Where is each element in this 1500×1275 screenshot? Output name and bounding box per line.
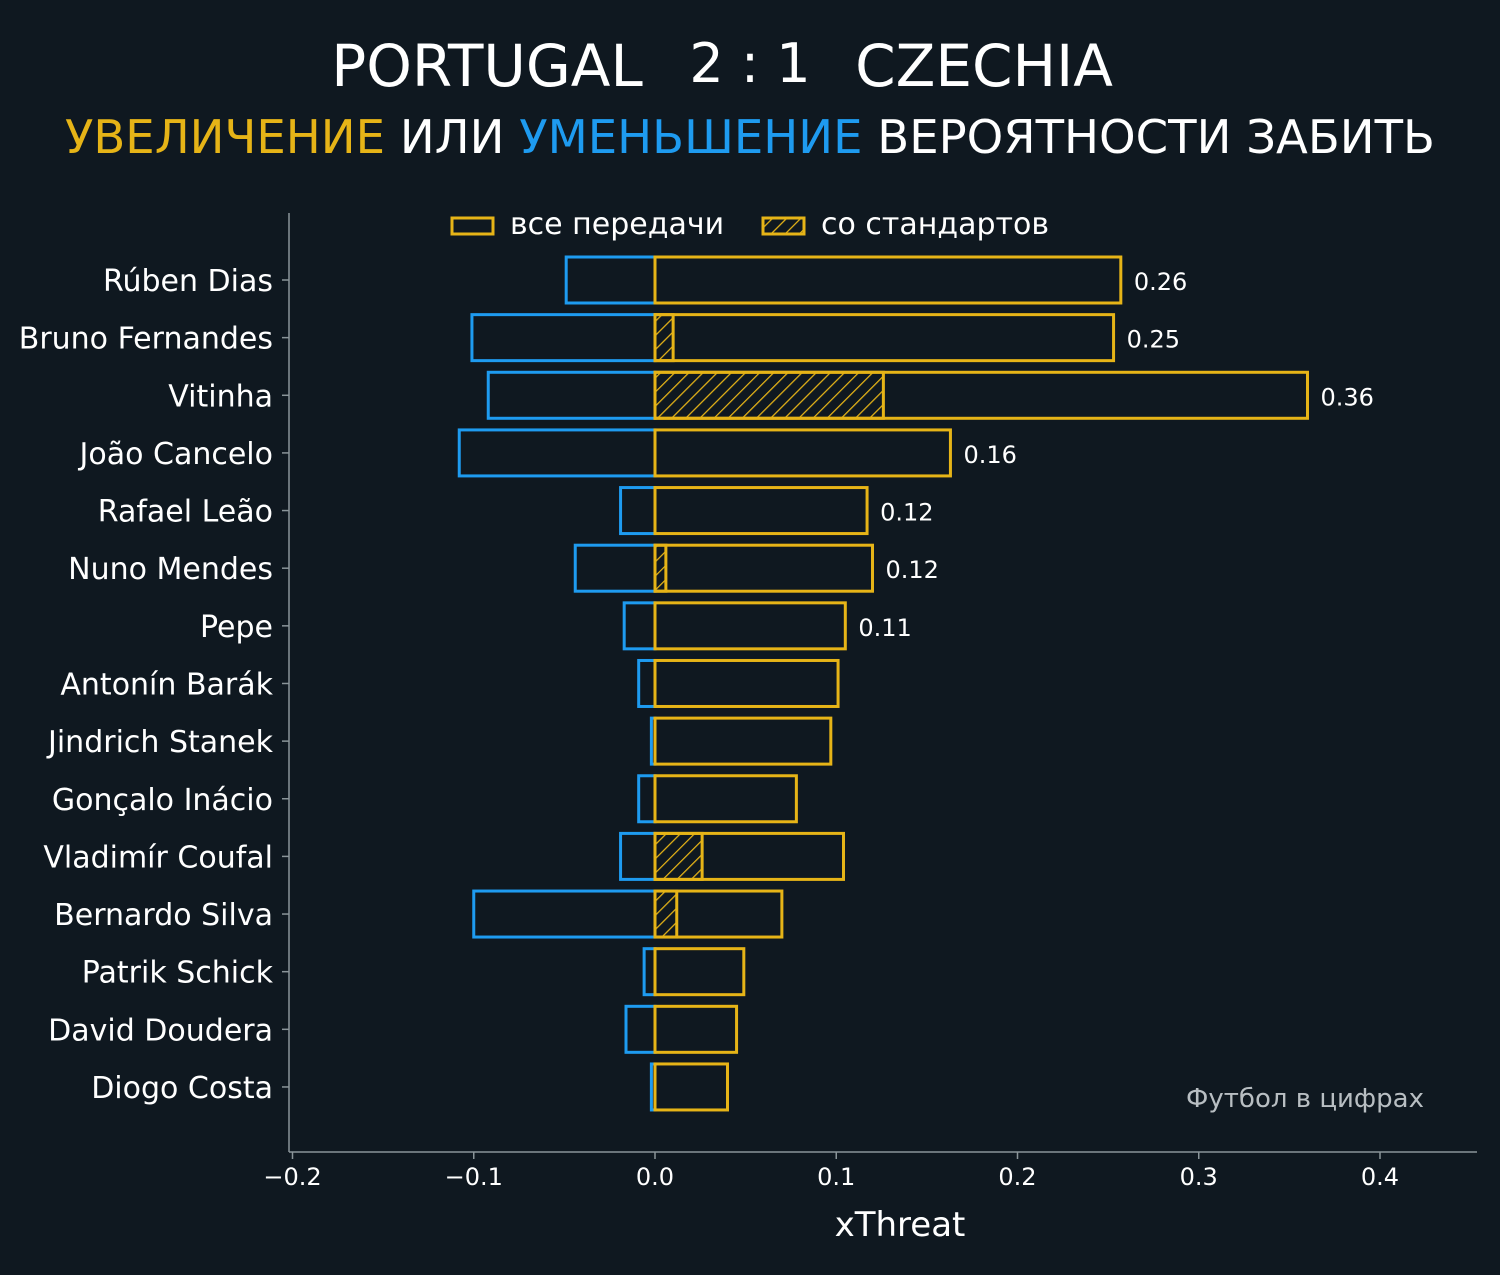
data-label: 0.16: [963, 441, 1016, 469]
bar-set-pieces: [653, 889, 679, 939]
bar-all-passes: [653, 601, 847, 651]
bar-all-passes: [653, 658, 840, 708]
bar-set-pieces: [653, 313, 675, 363]
data-label: 0.25: [1127, 326, 1180, 354]
x-axis-label: xThreat: [835, 1205, 966, 1245]
data-label: 0.36: [1321, 383, 1374, 411]
y-tick-label: Antonín Barák: [60, 667, 273, 702]
bar-all-passes: [653, 1004, 739, 1054]
y-tick-label: Diogo Costa: [91, 1071, 273, 1106]
y-tick-label: Nuno Mendes: [68, 552, 273, 587]
subtitle-or: ИЛИ: [400, 110, 505, 164]
y-tick-label: Jindrich Stanek: [46, 725, 274, 760]
data-label: 0.11: [858, 614, 911, 642]
bar-all-passes: [653, 370, 1309, 420]
x-tick-label: 0.3: [1180, 1163, 1218, 1191]
data-label: 0.12: [886, 556, 939, 584]
x-tick-label: −0.2: [263, 1163, 321, 1191]
legend-set-pieces: со стандартов: [821, 207, 1049, 242]
bar-all-passes: [653, 889, 784, 939]
bar-all-passes: [653, 716, 833, 766]
y-tick-label: Vladimír Coufal: [43, 840, 273, 875]
y-tick-label: Bernardo Silva: [54, 898, 273, 933]
subtitle-increase: УВЕЛИЧЕНИЕ: [65, 110, 385, 164]
bar-all-passes: [653, 486, 869, 536]
y-tick-label: Vitinha: [168, 379, 273, 414]
legend-all-passes-swatch: [450, 216, 495, 236]
y-tick-label: Bruno Fernandes: [19, 322, 273, 357]
title-away: CZECHIA: [855, 32, 1113, 100]
bar-all-passes: [653, 428, 952, 478]
y-tick-label: João Cancelo: [78, 437, 273, 472]
y-tick-label: David Doudera: [48, 1013, 273, 1048]
subtitle-rest: ВЕРОЯТНОСТИ ЗАБИТЬ: [877, 110, 1435, 164]
bar-set-pieces: [653, 543, 668, 593]
x-tick-label: 0.4: [1361, 1163, 1399, 1191]
y-tick-label: Rafael Leão: [98, 495, 273, 530]
bar-all-passes: [653, 313, 1116, 363]
y-tick-label: Rúben Dias: [103, 264, 273, 299]
subtitle: УВЕЛИЧЕНИЕ ИЛИ УМЕНЬШЕНИЕ ВЕРОЯТНОСТИ ЗА…: [65, 110, 1435, 164]
title-home: PORTUGAL: [331, 32, 643, 100]
bar-all-passes: [653, 255, 1123, 305]
bar-all-passes: [653, 947, 746, 997]
x-tick-label: −0.1: [445, 1163, 503, 1191]
data-label: 0.12: [880, 499, 933, 527]
bar-all-passes: [653, 1062, 729, 1112]
data-label: 0.26: [1134, 268, 1187, 296]
title-score: 2 : 1: [689, 32, 810, 95]
bar-all-passes: [653, 831, 845, 881]
legend-all-passes: все передачи: [510, 207, 724, 242]
subtitle-decrease: УМЕНЬШЕНИЕ: [519, 110, 862, 164]
bar-all-passes: [653, 774, 798, 824]
x-tick-label: 0.2: [998, 1163, 1036, 1191]
x-tick-label: 0.0: [636, 1163, 674, 1191]
y-tick-label: Gonçalo Inácio: [52, 783, 273, 818]
legend-set-pieces-swatch: [761, 216, 806, 236]
x-tick-label: 0.1: [817, 1163, 855, 1191]
bar-set-pieces: [653, 370, 885, 420]
bar-all-passes: [653, 543, 874, 593]
bar-set-pieces: [653, 831, 704, 881]
y-tick-label: Patrik Schick: [82, 956, 274, 991]
watermark: Футбол в цифрах: [1186, 1084, 1424, 1114]
y-tick-label: Pepe: [200, 610, 273, 645]
